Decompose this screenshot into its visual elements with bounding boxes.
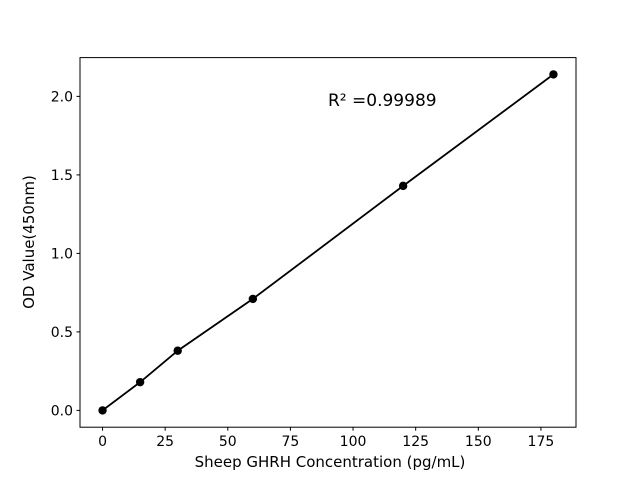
data-point bbox=[248, 294, 258, 304]
axes-spines bbox=[79, 57, 577, 428]
y-tick-label: 0.5 bbox=[51, 325, 73, 341]
x-tick-label: 125 bbox=[402, 434, 429, 450]
y-tick-label: 2.0 bbox=[51, 89, 73, 105]
y-tick-label: 0.0 bbox=[51, 403, 73, 419]
data-point bbox=[549, 70, 558, 79]
x-tick-label: 175 bbox=[528, 434, 555, 450]
fit-line bbox=[102, 73, 554, 412]
plot-area: 0 25 50 75 100 125 150 175 0.0 0.5 1.0 1.5 2.0 bbox=[51, 57, 577, 450]
data-point bbox=[398, 181, 408, 191]
x-tick-label: 25 bbox=[156, 434, 174, 450]
data-point bbox=[98, 406, 107, 415]
y-tick-label: 1.5 bbox=[51, 168, 73, 184]
y-tick-label: 1.0 bbox=[51, 246, 73, 262]
y-axis-label: OD Value(450nm) bbox=[20, 175, 38, 309]
r-squared-annotation: R² =0.99989 bbox=[328, 91, 437, 111]
x-tick-label: 0 bbox=[98, 434, 107, 450]
data-point bbox=[135, 377, 145, 387]
x-axis-label: Sheep GHRH Concentration (pg/mL) bbox=[195, 453, 466, 471]
x-tick-label: 150 bbox=[465, 434, 492, 450]
x-tick-label: 50 bbox=[219, 434, 237, 450]
x-tick-label: 100 bbox=[340, 434, 367, 450]
x-tick-label: 75 bbox=[282, 434, 300, 450]
data-point bbox=[173, 346, 182, 355]
